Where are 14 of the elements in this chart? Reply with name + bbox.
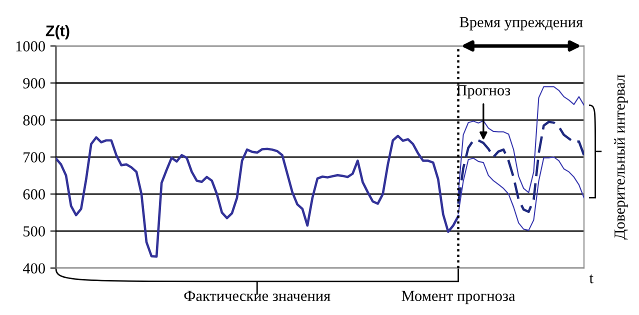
y-tick-label: 700: [24, 152, 45, 162]
text: Время упреждения: [460, 17, 583, 30]
y-tick-label: 400: [22, 263, 45, 274]
annotation: Прогноз: [456, 85, 510, 99]
x-axis-title: t: [589, 274, 594, 284]
text: Фактические значения: [184, 290, 330, 302]
text: Доверительный интервал: [614, 74, 628, 240]
y-tick-label: 1000: [16, 41, 45, 52]
y-tick-label: 900: [23, 78, 45, 88]
y-tick-label: 500: [24, 226, 45, 237]
y-axis-title: Z(t): [46, 25, 70, 40]
y-tick-label: 800: [23, 115, 45, 126]
text: Момент прогноза: [402, 290, 516, 304]
y-tick-label: 600: [23, 189, 45, 200]
